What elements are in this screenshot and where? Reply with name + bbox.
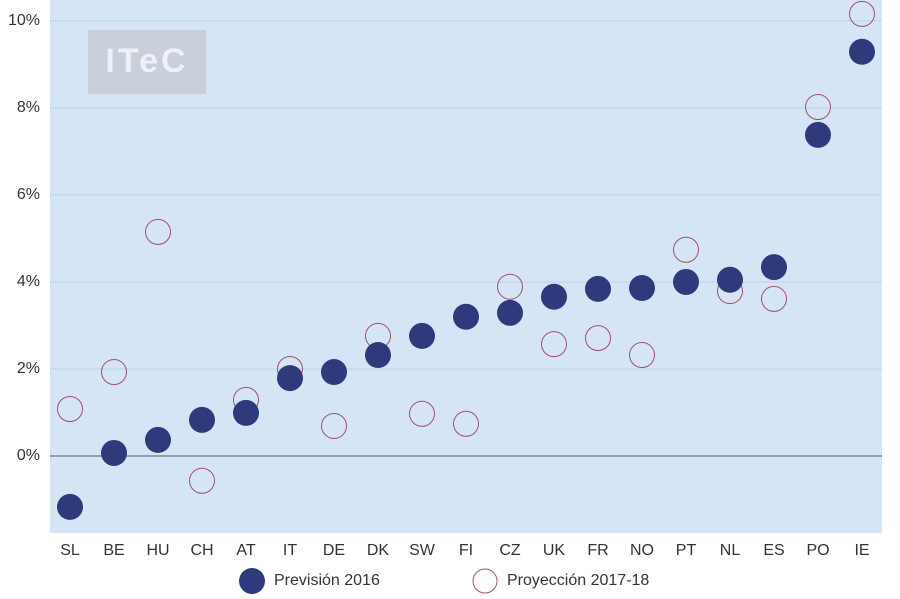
point [57,493,83,520]
point [365,342,391,369]
point [585,275,611,302]
legend-label: Previsión 2016 [274,572,380,589]
point [673,268,699,295]
x-tick-label: PO [806,542,829,559]
x-tick-label: ES [763,542,784,559]
point [409,322,435,349]
point [849,0,875,27]
legend-marker [472,568,498,594]
legend-label: Proyección 2017-18 [507,572,649,589]
point [805,121,831,148]
x-tick-label: NL [720,542,741,559]
x-tick-label: CZ [499,542,521,559]
y-tick-label: 4% [17,273,40,290]
x-tick-label: PT [676,542,697,559]
x-tick-label: FR [587,542,608,559]
point [409,400,435,427]
point [321,359,347,386]
point [761,254,787,281]
point [541,283,567,310]
point [189,406,215,433]
point [673,236,699,263]
y-tick-label: 8% [17,99,40,116]
x-tick-label: NO [630,542,654,559]
y-tick-label: 10% [8,12,40,29]
x-tick-label: DE [323,542,345,559]
point [277,365,303,392]
point [189,467,215,494]
point [585,325,611,352]
x-tick-label: SL [60,542,80,559]
x-tick-label: IT [283,542,297,559]
x-tick-label: UK [543,542,566,559]
x-tick-label: IE [854,542,869,559]
x-tick-label: CH [190,542,213,559]
legend-marker [239,568,265,594]
point [101,439,127,466]
point [541,331,567,358]
point [145,218,171,245]
x-tick-label: FI [459,542,473,559]
y-tick-label: 2% [17,360,40,377]
point [849,38,875,65]
point [145,426,171,453]
x-tick-label: DK [367,542,390,559]
point [233,399,259,426]
point [497,273,523,300]
point [453,410,479,437]
point [453,303,479,330]
point [629,342,655,369]
watermark: ITeC [105,42,188,80]
point [805,94,831,121]
point [629,275,655,302]
point [101,359,127,386]
x-tick-label: SW [409,542,436,559]
x-tick-label: HU [146,542,169,559]
x-tick-label: BE [103,542,124,559]
y-tick-label: 6% [17,186,40,203]
point [57,395,83,422]
x-tick-label: AT [236,542,255,559]
point [497,299,523,326]
point [717,266,743,293]
watermark-box [88,30,206,94]
point [321,412,347,439]
point [761,285,787,312]
y-tick-label: 0% [17,447,40,464]
